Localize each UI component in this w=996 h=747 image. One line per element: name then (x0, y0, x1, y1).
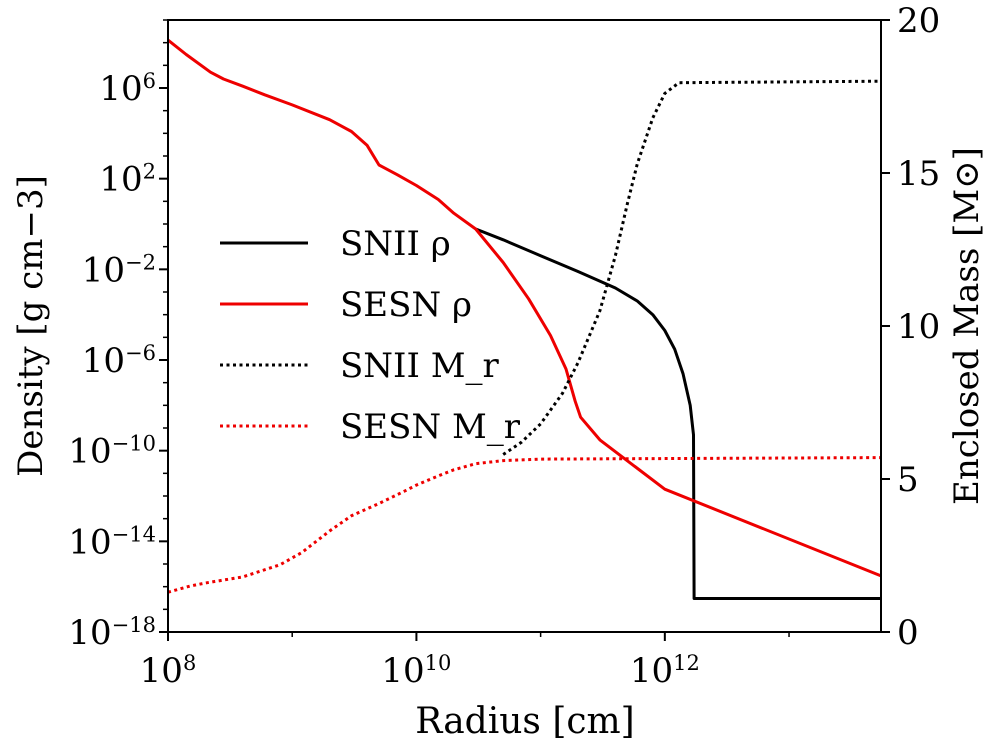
x-tick-label-exp: 10 (425, 651, 452, 675)
y-left-tick-label-base: 10 (68, 432, 111, 472)
y-left-tick-label-base: 10 (68, 522, 111, 562)
legend: SNII ρ SESN ρ SNII M_r SESN M_r (220, 224, 521, 447)
y-right-tick-label: 10 (897, 307, 940, 347)
x-tick-label-base: 10 (140, 651, 183, 691)
x-tick-label: 108 (140, 651, 197, 691)
y-left-tick-label-exp: 6 (143, 69, 156, 93)
x-tick-label-base: 10 (630, 651, 673, 691)
y-left-tick-label-exp: −6 (125, 341, 156, 365)
legend-label: SNII M_r (340, 346, 500, 386)
y-right-tick-label: 0 (897, 613, 919, 653)
y-left-tick-label-exp: 2 (143, 160, 156, 184)
legend-label: SNII ρ (340, 224, 451, 264)
y-left-tick-label: 102 (99, 160, 156, 200)
y-left-tick-label: 10−18 (68, 613, 156, 653)
x-tick-label: 1012 (630, 651, 700, 691)
y-left-tick-label-exp: −14 (112, 522, 156, 546)
y-right-tick-label: 15 (897, 154, 940, 194)
series-line-2 (167, 38, 882, 578)
y-left-tick-label-exp: −10 (112, 432, 156, 456)
y-left-tick-label-base: 10 (99, 69, 142, 109)
series-layer (167, 38, 882, 600)
series-line-4 (167, 456, 882, 594)
y-left-tick-label-base: 10 (68, 613, 111, 653)
x-tick-label-exp: 8 (183, 651, 196, 675)
legend-label: SESN ρ (340, 285, 472, 325)
y-left-tick-label: 10−14 (68, 522, 156, 562)
y-left-tick-label-base: 10 (82, 341, 125, 381)
plot-frame (167, 19, 882, 633)
y-left-axis-label: Density [g cm−3] (11, 175, 51, 477)
y-right-axis-label: Enclosed Mass [M⊙] (947, 147, 987, 505)
legend-label: SESN M_r (340, 407, 521, 447)
x-tick-label: 1010 (381, 651, 451, 691)
x-tick-label-base: 10 (381, 651, 424, 691)
y-right-ticks: 0 5 10 15 20 (881, 1, 940, 653)
x-ticks: 108 1010 1012 (140, 632, 790, 691)
y-left-tick-label-exp: −18 (112, 613, 156, 637)
y-left-tick-label: 106 (99, 69, 156, 109)
series-line-1 (475, 227, 881, 600)
y-right-tick-label: 5 (897, 460, 919, 500)
y-left-tick-label-exp: −2 (125, 250, 156, 274)
y-left-tick-label: 10−2 (82, 250, 156, 290)
y-left-tick-label-base: 10 (82, 250, 125, 290)
y-left-tick-label: 10−6 (82, 341, 156, 381)
x-axis-label: Radius [cm] (415, 701, 634, 742)
y-left-tick-label: 10−10 (68, 432, 156, 472)
series-line-3 (502, 79, 882, 456)
y-right-tick-label: 20 (897, 1, 940, 41)
x-tick-label-exp: 12 (673, 651, 700, 675)
y-left-tick-label-base: 10 (99, 160, 142, 200)
